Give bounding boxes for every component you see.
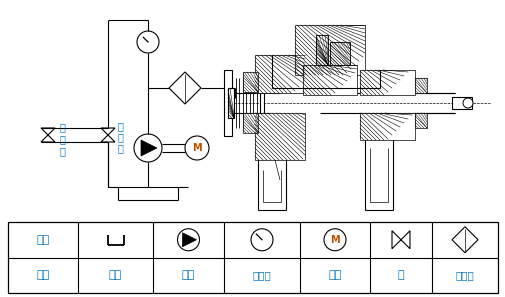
Bar <box>243 113 258 133</box>
Bar <box>452 97 472 109</box>
Bar <box>224 70 232 136</box>
Text: 马达: 马达 <box>328 270 341 280</box>
Bar <box>243 72 258 92</box>
Circle shape <box>177 229 199 251</box>
Text: 却: 却 <box>60 134 66 144</box>
Text: M: M <box>192 143 202 153</box>
Text: 压力表: 压力表 <box>252 270 271 280</box>
Bar <box>415 78 427 93</box>
Bar <box>8 222 498 293</box>
Text: M: M <box>330 235 340 245</box>
Bar <box>255 55 305 93</box>
Bar <box>415 113 427 128</box>
Bar <box>360 113 415 140</box>
Polygon shape <box>182 233 196 247</box>
Bar <box>316 35 328 65</box>
Bar <box>228 88 234 118</box>
Text: 含义: 含义 <box>36 270 49 280</box>
Text: 油泵: 油泵 <box>182 270 195 280</box>
Circle shape <box>251 229 273 251</box>
Bar <box>295 25 365 75</box>
Text: 水: 水 <box>118 143 124 153</box>
Circle shape <box>324 229 346 251</box>
Text: 油箱: 油箱 <box>109 270 122 280</box>
Polygon shape <box>141 140 157 156</box>
Text: 过滤器: 过滤器 <box>456 270 474 280</box>
Bar <box>260 78 264 128</box>
Bar <box>255 113 305 160</box>
Text: 却: 却 <box>118 132 124 142</box>
Text: 冷: 冷 <box>60 122 66 132</box>
Text: 阀: 阀 <box>398 270 405 280</box>
Text: 符号: 符号 <box>36 235 49 245</box>
Text: 冷: 冷 <box>118 121 124 131</box>
Bar <box>330 42 350 65</box>
Bar <box>360 70 415 95</box>
Text: 水: 水 <box>60 146 66 156</box>
Circle shape <box>463 98 473 108</box>
Bar <box>303 65 357 95</box>
